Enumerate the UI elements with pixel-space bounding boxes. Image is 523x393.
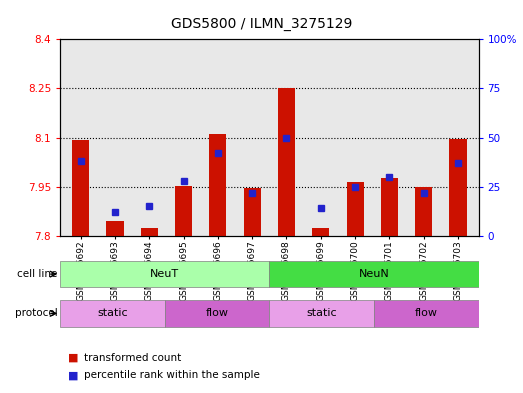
Bar: [449, 139, 467, 236]
Bar: [312, 228, 329, 236]
Bar: [60, 261, 269, 287]
Bar: [381, 178, 398, 236]
Text: transformed count: transformed count: [84, 353, 181, 363]
Text: NeuN: NeuN: [359, 269, 389, 279]
Bar: [72, 140, 89, 236]
Text: ■: ■: [68, 353, 78, 363]
Bar: [269, 261, 479, 287]
Bar: [175, 186, 192, 236]
Text: NeuT: NeuT: [150, 269, 179, 279]
Text: GDS5800 / ILMN_3275129: GDS5800 / ILMN_3275129: [171, 17, 352, 31]
Bar: [165, 300, 269, 327]
Text: protocol: protocol: [15, 309, 58, 318]
Text: static: static: [97, 309, 128, 318]
Text: flow: flow: [206, 309, 229, 318]
Text: static: static: [306, 309, 337, 318]
Bar: [209, 134, 226, 236]
Bar: [107, 221, 123, 236]
Text: ■: ■: [68, 370, 78, 380]
Bar: [60, 300, 165, 327]
Text: flow: flow: [415, 309, 438, 318]
Bar: [374, 300, 479, 327]
Text: percentile rank within the sample: percentile rank within the sample: [84, 370, 259, 380]
Bar: [141, 228, 158, 236]
Text: cell line: cell line: [17, 269, 58, 279]
Bar: [347, 182, 363, 236]
Bar: [244, 188, 261, 236]
Bar: [415, 187, 432, 236]
Bar: [269, 300, 374, 327]
Bar: [278, 88, 295, 236]
